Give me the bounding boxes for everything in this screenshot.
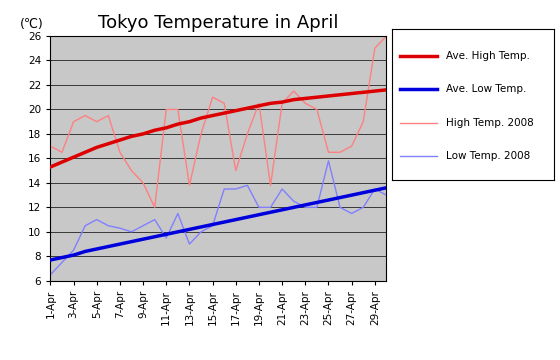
Title: Tokyo Temperature in April: Tokyo Temperature in April [98, 14, 339, 32]
Text: (℃): (℃) [20, 18, 44, 31]
Text: Ave. High Temp.: Ave. High Temp. [446, 51, 529, 61]
Text: Low Temp. 2008: Low Temp. 2008 [446, 151, 530, 161]
Text: Ave. Low Temp.: Ave. Low Temp. [446, 84, 526, 94]
Text: High Temp. 2008: High Temp. 2008 [446, 118, 533, 127]
